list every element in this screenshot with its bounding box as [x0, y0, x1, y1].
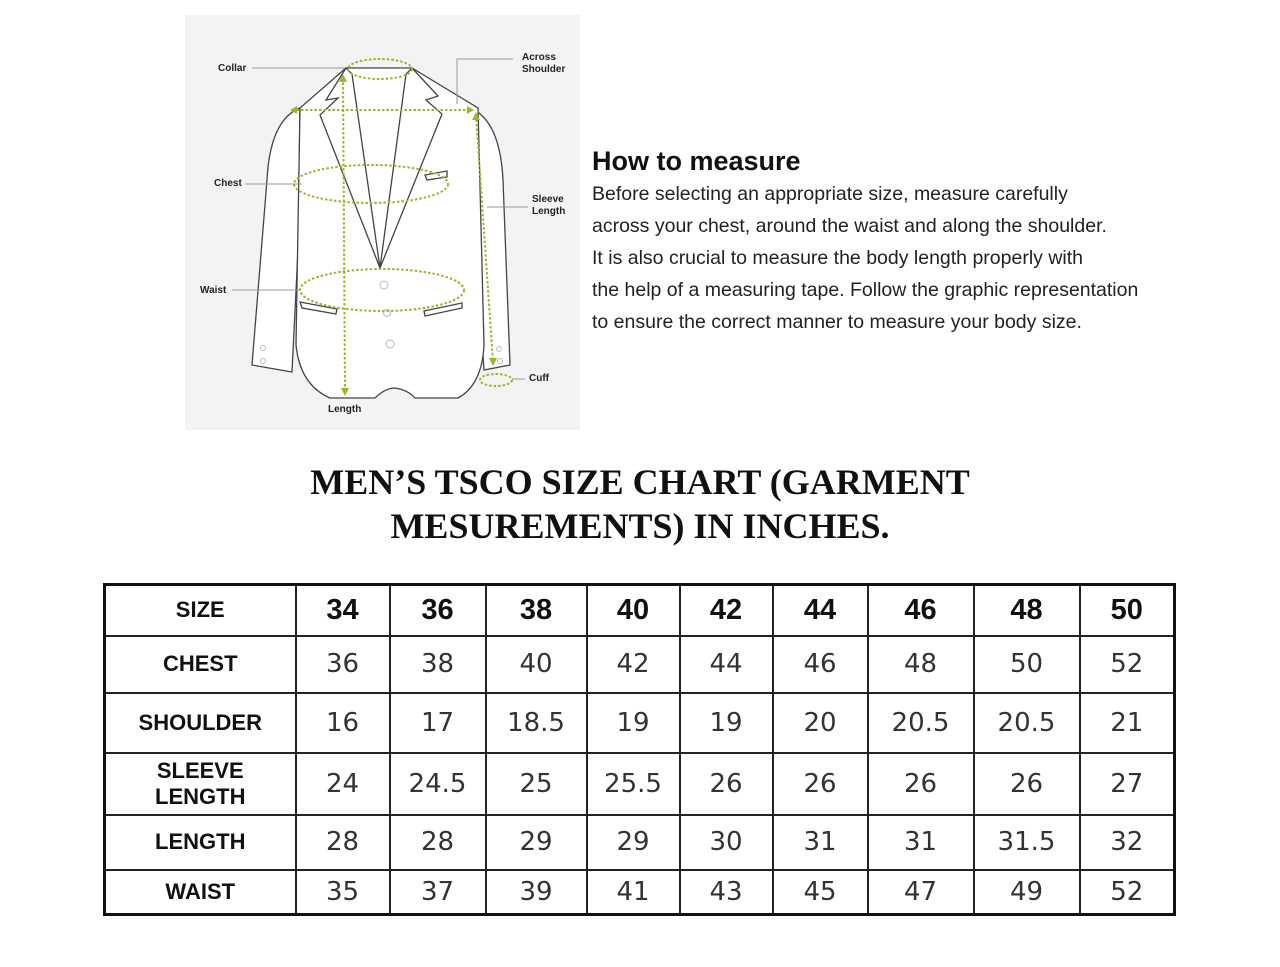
length-label: Length: [328, 404, 362, 415]
table-cell: 16: [294, 691, 391, 754]
table-cell: 44: [678, 634, 774, 694]
row-label: SLEEVE LENGTH: [103, 751, 297, 816]
table-cell: 30: [678, 813, 774, 871]
size-column-header: 44: [771, 583, 869, 637]
table-cell: 37: [388, 868, 487, 916]
table-cell: 52: [1078, 868, 1176, 916]
size-header: SIZE: [103, 583, 297, 637]
table-cell: 48: [866, 634, 975, 694]
table-cell: 38: [388, 634, 487, 694]
table-cell: 24: [294, 751, 391, 816]
table-cell: 25.5: [585, 751, 681, 816]
table-cell: 29: [585, 813, 681, 871]
row-label-line: SLEEVE: [156, 757, 244, 783]
table-cell: 26: [771, 751, 869, 816]
table-cell: 36: [294, 634, 391, 694]
label-line: Across: [522, 52, 556, 63]
size-column-header: 42: [678, 583, 774, 637]
size-column-header: 36: [388, 583, 487, 637]
size-column-header: 40: [585, 583, 681, 637]
size-column-header: 48: [972, 583, 1081, 637]
collar-label: Collar: [218, 63, 247, 74]
table-cell: 26: [678, 751, 774, 816]
row-label: SHOULDER: [103, 691, 297, 754]
label-line: Length: [532, 206, 566, 217]
label-line: Sleeve: [532, 194, 564, 205]
table-cell: 19: [585, 691, 681, 754]
right-pocket: [423, 302, 463, 317]
table-cell: 28: [388, 813, 487, 871]
title-line: MESUREMENTS) IN INCHES.: [390, 506, 890, 546]
across-shoulder-label: Across Shoulder: [522, 52, 565, 76]
table-cell: 19: [678, 691, 774, 754]
table-cell: 27: [1078, 751, 1176, 816]
table-cell: 29: [484, 813, 588, 871]
table-cell: 24.5: [388, 751, 487, 816]
table-row: LENGTH 28 28 29 29 30 31 31 31.5 32: [103, 813, 1176, 871]
title-line: MEN’S TSCO SIZE CHART (GARMENT: [310, 462, 970, 502]
how-to-line: Before selecting an appropriate size, me…: [592, 183, 1068, 205]
table-row: CHEST 36 38 40 42 44 46 48 50 52: [103, 634, 1176, 694]
size-column-header: 50: [1078, 583, 1176, 637]
table-cell: 45: [771, 868, 869, 916]
size-column-header: 46: [866, 583, 975, 637]
table-cell: 41: [585, 868, 681, 916]
table-cell: 26: [972, 751, 1081, 816]
table-cell: 35: [294, 868, 391, 916]
table-cell: 20: [771, 691, 869, 754]
table-cell: 20.5: [866, 691, 975, 754]
how-to-line: across your chest, around the waist and …: [592, 215, 1107, 237]
chest-label: Chest: [214, 178, 242, 189]
table-header-row: SIZE 34 36 38 40 42 44 46 48 50: [103, 583, 1176, 637]
size-chart-title: MEN’S TSCO SIZE CHART (GARMENT MESUREMEN…: [0, 460, 1280, 548]
row-label: CHEST: [103, 634, 297, 694]
table-cell: 28: [294, 813, 391, 871]
leader-lines: [232, 58, 528, 380]
sleeve-length-label: Sleeve Length: [532, 194, 565, 218]
measure-lines: [292, 58, 513, 393]
how-to-measure: How to measure Before selecting an appro…: [592, 144, 1252, 338]
table-cell: 32: [1078, 813, 1176, 871]
table-cell: 42: [585, 634, 681, 694]
table-cell: 47: [866, 868, 975, 916]
waist-label: Waist: [200, 285, 227, 296]
label-line: Shoulder: [522, 64, 566, 75]
row-label: WAIST: [103, 868, 297, 916]
left-pocket: [299, 301, 338, 315]
table-cell: 20.5: [972, 691, 1081, 754]
row-label-line: LENGTH: [155, 783, 246, 809]
table-cell: 25: [484, 751, 588, 816]
table-cell: 31.5: [972, 813, 1081, 871]
table-cell: 43: [678, 868, 774, 916]
table-cell: 40: [484, 634, 588, 694]
table-cell: 31: [771, 813, 869, 871]
table-cell: 17: [388, 691, 487, 754]
jacket-illustration: [232, 58, 528, 399]
table-cell: 31: [866, 813, 975, 871]
how-to-heading: How to measure: [592, 146, 801, 176]
size-column-header: 38: [484, 583, 588, 637]
row-label: LENGTH: [103, 813, 297, 871]
table-cell: 52: [1078, 634, 1176, 694]
cuff-label: Cuff: [529, 373, 549, 384]
size-chart-table: SIZE 34 36 38 40 42 44 46 48 50 CHEST 36 38 40 42 44 46 4…: [103, 583, 1176, 916]
table-cell: 49: [972, 868, 1081, 916]
how-to-line: the help of a measuring tape. Follow the…: [592, 279, 1139, 301]
measurement-diagram: Collar Across Shoulder Chest Sleeve Length…: [185, 15, 580, 430]
table-cell: 46: [771, 634, 869, 694]
table-row: SHOULDER 16 17 18.5 19 19 20 20.5 20.5 21: [103, 691, 1176, 754]
right-lapel: [379, 67, 443, 269]
table-cell: 18.5: [484, 691, 588, 754]
size-column-header: 34: [294, 583, 391, 637]
table-cell: 26: [866, 751, 975, 816]
table-row: SLEEVE LENGTH 24 24.5 25 25.5 26 26 26 26 27: [103, 751, 1176, 816]
how-to-line: It is also crucial to measure the body l…: [592, 247, 1083, 269]
table-row: WAIST 35 37 39 41 43 45 47 49 52: [103, 868, 1176, 916]
table-cell: 21: [1078, 691, 1176, 754]
left-sleeve: [251, 107, 301, 373]
breast-pocket: [424, 170, 448, 181]
how-to-line: to ensure the correct manner to measure …: [592, 311, 1082, 333]
table-cell: 39: [484, 868, 588, 916]
table-cell: 50: [972, 634, 1081, 694]
